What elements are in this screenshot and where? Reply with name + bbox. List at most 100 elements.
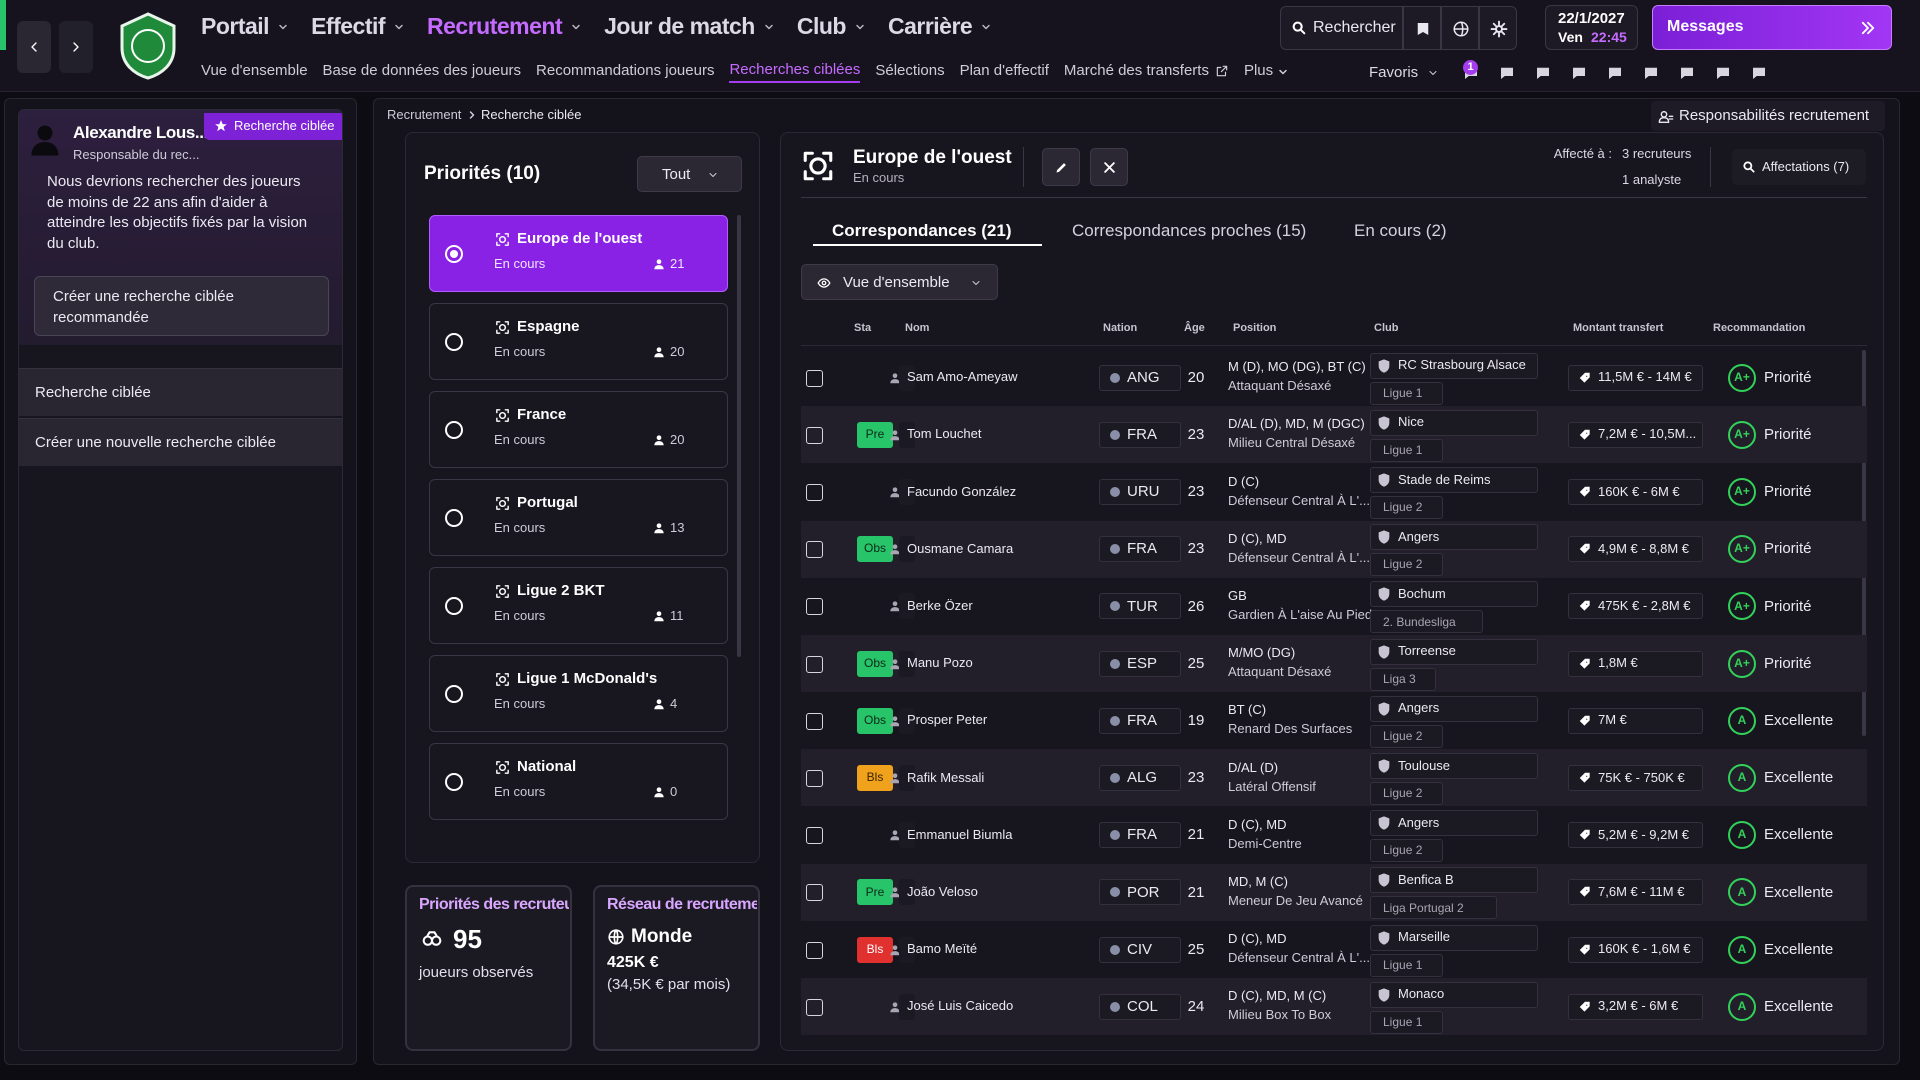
priority-item[interactable]: Ligue 2 BKT En cours 11 <box>429 567 728 644</box>
table-row[interactable]: Emmanuel Biumla FRA 21 D (C), MD Demi-Centre… <box>801 807 1867 864</box>
toolbar-button[interactable] <box>1403 6 1441 50</box>
player-name[interactable]: Emmanuel Biumla <box>907 826 1013 842</box>
sub-menu-item[interactable]: Base de données des joueurs <box>322 62 522 79</box>
column-header[interactable]: Recommandation <box>1713 321 1806 334</box>
club[interactable]: Angers <box>1398 528 1440 544</box>
club[interactable]: Benfica B <box>1398 871 1454 887</box>
table-row[interactable]: Obs Prosper Peter FRA 19 BT (C) Renard Des Su… <box>801 692 1867 749</box>
table-row[interactable]: Obs Manu Pozo ESP 25 M/MO (DG) Attaquant Désa… <box>801 635 1867 692</box>
player-name[interactable]: Bamo Meïté <box>907 941 978 957</box>
club[interactable]: Torreense <box>1398 643 1456 659</box>
favorites[interactable]: Favoris <box>1369 64 1419 82</box>
toolbar-button[interactable] <box>1479 6 1517 50</box>
club[interactable]: RC Strasbourg Alsace <box>1398 357 1526 373</box>
checkbox[interactable] <box>806 712 823 730</box>
club[interactable]: Monaco <box>1398 986 1445 1002</box>
club[interactable]: Marseille <box>1398 929 1451 945</box>
recommended-search-button[interactable]: Créer une recherche ciblée recommandée <box>34 276 329 336</box>
club[interactable]: Bochum <box>1398 585 1446 601</box>
icon-shape <box>1378 759 1390 773</box>
checkbox[interactable] <box>806 426 823 444</box>
player-name[interactable]: Prosper Peter <box>907 712 988 728</box>
checkbox[interactable] <box>806 769 823 787</box>
table-row[interactable]: Bls Rafik Messali ALG 23 D/AL (D) Latéral Off… <box>801 749 1867 807</box>
player-name[interactable]: João Veloso <box>907 883 978 899</box>
tab[interactable]: Correspondances (21) <box>832 220 1012 240</box>
search-button[interactable]: Rechercher <box>1280 6 1403 50</box>
column-header[interactable]: Montant transfert <box>1573 321 1664 334</box>
club[interactable]: Angers <box>1398 700 1440 716</box>
sub-menu-item[interactable]: Recherches ciblées <box>729 61 861 83</box>
priorities-filter[interactable]: Tout <box>637 156 742 192</box>
checkbox[interactable] <box>806 655 823 673</box>
column-header[interactable]: Nom <box>905 321 930 334</box>
club[interactable]: Nice <box>1398 414 1425 430</box>
tab[interactable]: En cours (2) <box>1354 220 1447 240</box>
breadcrumb-item[interactable]: Recrutement <box>387 106 462 122</box>
table-row[interactable]: Berke Özer TUR 26 GB Gardien À L'aise Au Pie… <box>801 578 1867 635</box>
sub-menu-item[interactable]: Recommandations joueurs <box>536 62 715 79</box>
toolbar-button[interactable] <box>1441 6 1479 50</box>
edit-button[interactable] <box>1042 148 1080 186</box>
column-header[interactable]: Position <box>1233 321 1277 334</box>
club[interactable]: Toulouse <box>1398 757 1451 773</box>
table-row[interactable]: Pre Tom Louchet FRA 23 D/AL (D), MD, M (DGC)… <box>801 406 1867 464</box>
table-row[interactable]: Facundo González URU 23 D (C) Défenseur Cent… <box>801 463 1867 520</box>
column-header[interactable]: Club <box>1374 321 1399 334</box>
responsibilities-button[interactable]: Responsabilités recrutement <box>1651 101 1885 131</box>
club[interactable]: Stade de Reims <box>1398 471 1491 487</box>
table-row[interactable]: Bls Bamo Meïté CIV 25 D (C), MD Défenseur Cen… <box>801 921 1867 978</box>
back-button[interactable] <box>17 21 51 73</box>
column-header[interactable]: Âge <box>1184 321 1205 334</box>
shortcut-icon <box>1750 64 1768 82</box>
close-button[interactable] <box>1090 148 1128 186</box>
player-name[interactable]: Rafik Messali <box>907 769 985 785</box>
player-name[interactable]: Ousmane Camara <box>907 540 1014 556</box>
sub-menu-item[interactable]: Sélections <box>875 62 945 79</box>
checkbox[interactable] <box>806 827 823 845</box>
top-menu-item[interactable]: Portail <box>201 13 289 40</box>
priority-item[interactable]: Portugal En cours 13 <box>429 479 728 556</box>
priority-item[interactable]: Espagne En cours 20 <box>429 303 728 380</box>
checkbox[interactable] <box>806 941 823 959</box>
top-menu-item[interactable]: Carrière <box>888 13 992 40</box>
priority-item[interactable]: France En cours 20 <box>429 391 728 468</box>
top-menu-item[interactable]: Effectif <box>311 13 405 40</box>
priority-item[interactable]: National En cours 0 <box>429 743 728 820</box>
table-row[interactable]: Obs Ousmane Camara FRA 23 D (C), MD Défenseur… <box>801 520 1867 578</box>
sub-menu-item[interactable]: Plus <box>1244 62 1289 82</box>
player-name[interactable]: José Luis Caicedo <box>907 998 1014 1014</box>
assignments-button[interactable]: Affectations (7) <box>1732 149 1866 185</box>
sub-menu-item[interactable]: Marché des transferts <box>1064 62 1229 82</box>
top-menu-item[interactable]: Recrutement <box>427 13 582 40</box>
sidebar-link[interactable]: Créer une nouvelle recherche ciblée <box>19 418 342 466</box>
table-row[interactable]: José Luis Caicedo COL 24 D (C), MD, M (C) Mi… <box>801 978 1867 1036</box>
column-header[interactable]: Nation <box>1103 321 1138 334</box>
table-row[interactable]: Pre João Veloso POR 21 MD, M (C) Meneur De Je… <box>801 863 1867 921</box>
priority-item[interactable]: Europe de l'ouest En cours 21 <box>429 215 728 292</box>
checkbox[interactable] <box>806 598 823 616</box>
checkbox[interactable] <box>806 369 823 387</box>
player-name[interactable]: Sam Amo-Ameyaw <box>907 369 1018 385</box>
tab[interactable]: Correspondances proches (15) <box>1072 220 1307 240</box>
player-name[interactable]: Facundo González <box>907 483 1017 499</box>
checkbox[interactable] <box>806 483 823 501</box>
top-menu-item[interactable]: Club <box>797 13 866 40</box>
column-header[interactable]: Sta <box>854 321 872 334</box>
player-name[interactable]: Tom Louchet <box>907 426 982 442</box>
club[interactable]: Angers <box>1398 814 1440 830</box>
view-dropdown[interactable]: Vue d'ensemble <box>801 264 998 300</box>
player-name[interactable]: Manu Pozo <box>907 655 973 671</box>
sub-menu-item[interactable]: Vue d'ensemble <box>201 62 308 79</box>
checkbox[interactable] <box>806 541 823 559</box>
top-menu-item[interactable]: Jour de match <box>604 13 775 40</box>
messages-button[interactable]: Messages <box>1652 5 1892 50</box>
player-name[interactable]: Berke Özer <box>907 597 973 613</box>
checkbox[interactable] <box>806 998 823 1016</box>
checkbox[interactable] <box>806 884 823 902</box>
table-row[interactable]: Sam Amo-Ameyaw ANG 20 M (D), MO (DG), BT (C… <box>801 349 1867 406</box>
forward-button[interactable] <box>59 21 93 73</box>
priority-item[interactable]: Ligue 1 McDonald's En cours 4 <box>429 655 728 732</box>
sub-menu-item[interactable]: Plan d'effectif <box>959 62 1049 79</box>
sidebar-link[interactable]: Recherche ciblée <box>19 368 342 416</box>
